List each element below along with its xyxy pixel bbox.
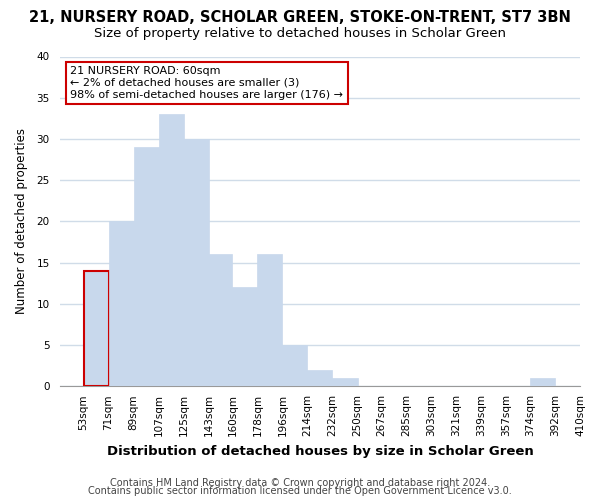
Bar	[134, 147, 158, 386]
Text: Contains public sector information licensed under the Open Government Licence v3: Contains public sector information licen…	[88, 486, 512, 496]
X-axis label: Distribution of detached houses by size in Scholar Green: Distribution of detached houses by size …	[107, 444, 533, 458]
Bar	[307, 370, 332, 386]
Text: Size of property relative to detached houses in Scholar Green: Size of property relative to detached ho…	[94, 28, 506, 40]
Bar	[283, 345, 307, 387]
Y-axis label: Number of detached properties: Number of detached properties	[15, 128, 28, 314]
Bar	[83, 271, 109, 386]
Bar	[332, 378, 358, 386]
Text: Contains HM Land Registry data © Crown copyright and database right 2024.: Contains HM Land Registry data © Crown c…	[110, 478, 490, 488]
Bar	[530, 378, 555, 386]
Bar	[257, 254, 283, 386]
Bar	[184, 139, 209, 386]
Bar	[109, 222, 134, 386]
Text: 21, NURSERY ROAD, SCHOLAR GREEN, STOKE-ON-TRENT, ST7 3BN: 21, NURSERY ROAD, SCHOLAR GREEN, STOKE-O…	[29, 10, 571, 25]
Bar	[232, 288, 257, 386]
Bar	[209, 254, 232, 386]
Text: 21 NURSERY ROAD: 60sqm
← 2% of detached houses are smaller (3)
98% of semi-detac: 21 NURSERY ROAD: 60sqm ← 2% of detached …	[70, 66, 343, 100]
Bar	[158, 114, 184, 386]
